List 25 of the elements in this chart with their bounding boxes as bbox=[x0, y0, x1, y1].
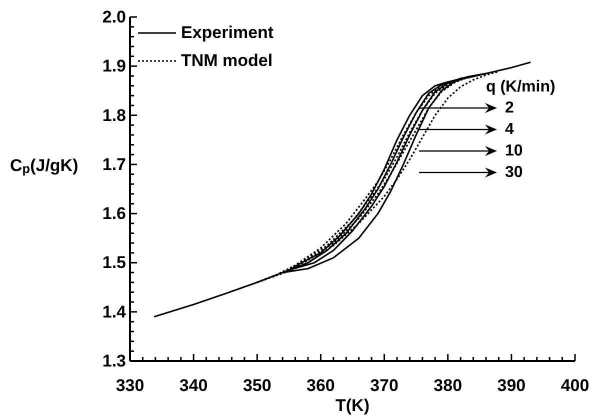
y-tick-label: 1.9 bbox=[102, 56, 126, 76]
annotation: q (K/min) bbox=[486, 78, 556, 96]
annotation: 2 bbox=[505, 100, 514, 116]
x-tick-label: 340 bbox=[179, 376, 208, 395]
annotation: 4 bbox=[505, 121, 514, 138]
y-tick-label: 1.6 bbox=[102, 204, 126, 224]
x-tick-label: 380 bbox=[434, 376, 462, 395]
annotation: 30 bbox=[505, 164, 523, 181]
x-tick-label: 330 bbox=[116, 376, 144, 395]
text: 2.0 bbox=[102, 8, 126, 26]
x-tick-label: 360 bbox=[306, 376, 335, 395]
legend-label: TNM model bbox=[181, 51, 273, 71]
x-tick-label: 370 bbox=[370, 376, 398, 395]
y-tick-label: 1.3 bbox=[102, 352, 126, 370]
x-tick-label: 350 bbox=[242, 376, 272, 395]
y-tick-label: 1.8 bbox=[102, 106, 126, 125]
x-axis-title: T(K) bbox=[336, 396, 370, 415]
legend-label: Experiment bbox=[181, 23, 274, 43]
y-tick-label: 1.4 bbox=[102, 302, 127, 322]
y-tick-label: 1.7 bbox=[102, 154, 126, 174]
y-tick-label: 1.5 bbox=[102, 253, 126, 272]
x-tick-label: 400 bbox=[560, 376, 590, 395]
annotation: 10 bbox=[505, 142, 523, 160]
y-axis-title: C$_{p}$(J/gK) bbox=[10, 155, 78, 176]
x-tick-label: 390 bbox=[497, 376, 526, 395]
